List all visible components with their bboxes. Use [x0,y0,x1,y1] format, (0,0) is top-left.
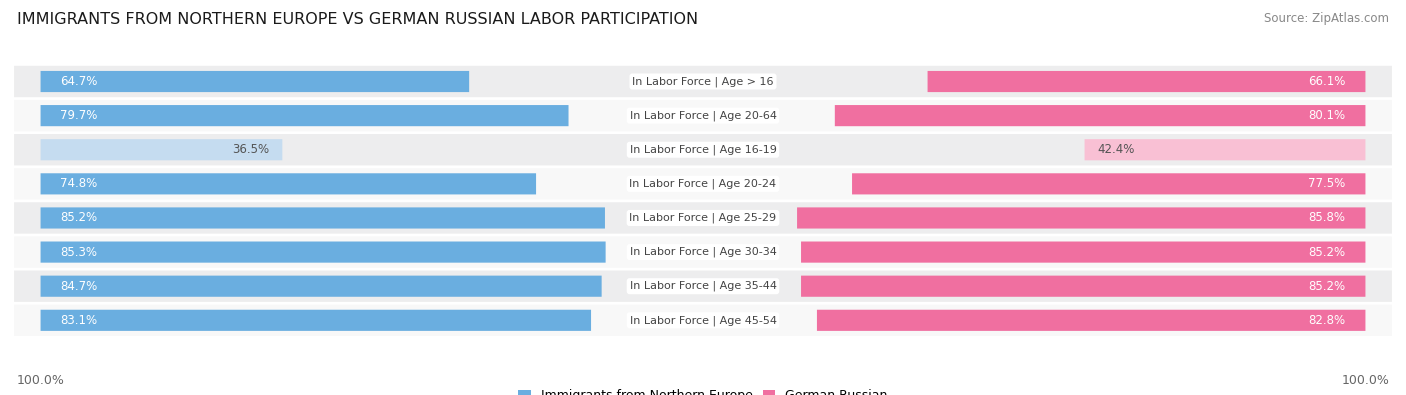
FancyBboxPatch shape [14,100,1392,131]
Text: 85.3%: 85.3% [60,246,97,259]
Text: In Labor Force | Age 25-29: In Labor Force | Age 25-29 [630,213,776,223]
Text: In Labor Force | Age > 16: In Labor Force | Age > 16 [633,76,773,87]
Text: In Labor Force | Age 45-54: In Labor Force | Age 45-54 [630,315,776,325]
Text: 82.8%: 82.8% [1309,314,1346,327]
Text: 100.0%: 100.0% [17,374,65,387]
FancyBboxPatch shape [14,271,1392,302]
FancyBboxPatch shape [14,168,1392,199]
FancyBboxPatch shape [801,276,1365,297]
Text: 85.8%: 85.8% [1309,211,1346,224]
Text: In Labor Force | Age 35-44: In Labor Force | Age 35-44 [630,281,776,292]
Text: 85.2%: 85.2% [60,211,97,224]
Text: 74.8%: 74.8% [60,177,97,190]
FancyBboxPatch shape [797,207,1365,229]
FancyBboxPatch shape [14,236,1392,268]
FancyBboxPatch shape [14,134,1392,166]
FancyBboxPatch shape [928,71,1365,92]
Text: In Labor Force | Age 30-34: In Labor Force | Age 30-34 [630,247,776,257]
Text: In Labor Force | Age 16-19: In Labor Force | Age 16-19 [630,145,776,155]
FancyBboxPatch shape [14,202,1392,234]
FancyBboxPatch shape [817,310,1365,331]
Text: 100.0%: 100.0% [1341,374,1389,387]
Text: In Labor Force | Age 20-24: In Labor Force | Age 20-24 [630,179,776,189]
Text: IMMIGRANTS FROM NORTHERN EUROPE VS GERMAN RUSSIAN LABOR PARTICIPATION: IMMIGRANTS FROM NORTHERN EUROPE VS GERMA… [17,12,697,27]
FancyBboxPatch shape [14,305,1392,336]
FancyBboxPatch shape [852,173,1365,194]
FancyBboxPatch shape [41,276,602,297]
Text: 85.2%: 85.2% [1309,280,1346,293]
Text: 64.7%: 64.7% [60,75,98,88]
FancyBboxPatch shape [41,139,283,160]
FancyBboxPatch shape [801,241,1365,263]
Text: 66.1%: 66.1% [1308,75,1346,88]
Text: In Labor Force | Age 20-64: In Labor Force | Age 20-64 [630,110,776,121]
FancyBboxPatch shape [41,105,568,126]
Text: 79.7%: 79.7% [60,109,98,122]
Text: 83.1%: 83.1% [60,314,97,327]
Text: 85.2%: 85.2% [1309,246,1346,259]
Text: 84.7%: 84.7% [60,280,97,293]
Text: 42.4%: 42.4% [1098,143,1135,156]
Legend: Immigrants from Northern Europe, German Russian: Immigrants from Northern Europe, German … [513,384,893,395]
Text: Source: ZipAtlas.com: Source: ZipAtlas.com [1264,12,1389,25]
FancyBboxPatch shape [14,66,1392,97]
FancyBboxPatch shape [835,105,1365,126]
Text: 77.5%: 77.5% [1309,177,1346,190]
FancyBboxPatch shape [41,207,605,229]
FancyBboxPatch shape [41,173,536,194]
FancyBboxPatch shape [41,310,591,331]
FancyBboxPatch shape [41,71,470,92]
Text: 36.5%: 36.5% [232,143,269,156]
FancyBboxPatch shape [41,241,606,263]
FancyBboxPatch shape [1084,139,1365,160]
Text: 80.1%: 80.1% [1309,109,1346,122]
